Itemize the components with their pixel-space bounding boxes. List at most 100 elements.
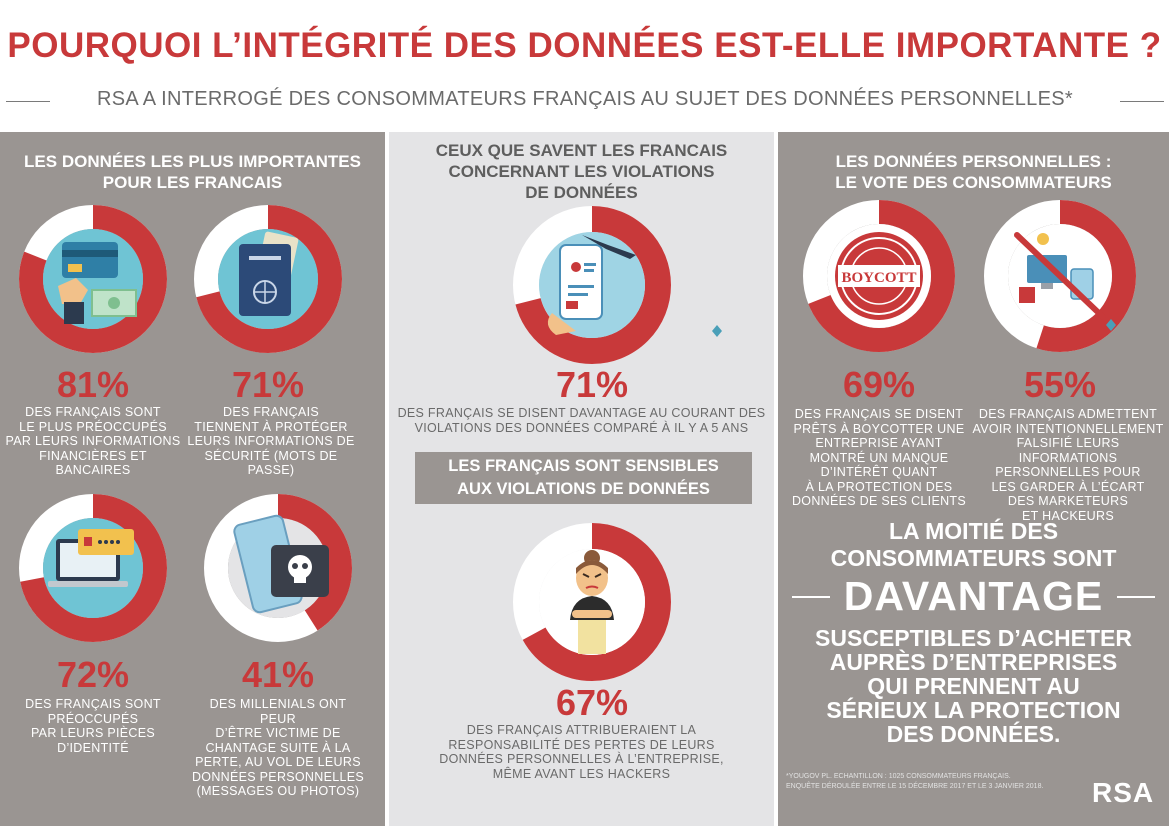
desc-line: TIENNENT À PROTÉGER	[194, 419, 348, 434]
stat-percent: 72%	[56, 654, 130, 695]
stat-percent: 71%	[555, 364, 629, 405]
donut-arc	[19, 494, 167, 642]
footnote-line: ENQUÊTE DÉROULÉE ENTRE LE 15 DÉCEMBRE 20…	[786, 783, 1044, 790]
desc-line: (MESSAGES OU PHOTOS)	[196, 784, 360, 798]
big-text-line: AUPRÈS D’ENTREPRISES	[829, 649, 1118, 675]
donut-chart-81	[19, 205, 167, 353]
desc-line: D’INTÉRÊT QUANT	[820, 465, 938, 479]
big-word-rule-left	[792, 596, 830, 598]
heading-line: LES DONNÉES LES PLUS IMPORTANTES	[24, 152, 361, 171]
stat-description: DES FRANÇAIS SE DISENT DAVANTAGE AU COUR…	[389, 406, 774, 435]
desc-line: LE PLUS PRÉOCCUPÉS	[19, 419, 167, 434]
stat-percent: 69%	[842, 364, 916, 405]
subtitle-rule-right	[1120, 101, 1164, 102]
desc-line: PERSONNELLES POUR	[995, 465, 1141, 479]
laptop-password-icon	[48, 529, 134, 587]
donut-arc	[513, 206, 671, 364]
desc-line: DES FRANÇAIS ATTRIBUERAIENT LA	[466, 723, 697, 737]
desc-line: SÉCURITÉ (MOTS DE PASSE)	[204, 448, 338, 478]
big-text-line: LA MOITIÉ DES	[888, 518, 1059, 544]
desc-line: DES FRANÇAIS SONT	[25, 405, 161, 419]
sparkle-icon	[712, 325, 722, 337]
heading-line: POUR LES FRANCAIS	[102, 173, 283, 192]
likely-to-buy-text: SUSCEPTIBLES D’ACHETER AUPRÈS D’ENTREPRI…	[778, 626, 1169, 746]
desc-line: DES MILLENIALS ONT PEUR	[209, 697, 347, 726]
sensitivity-banner: LES FRANÇAIS SONT SENSIBLES AUX VIOLATIO…	[415, 452, 752, 504]
half-consumers-text: LA MOITIÉ DES CONSOMMATEURS SONT	[778, 518, 1169, 572]
desc-line: LEURS INFORMATIONS DE	[187, 434, 355, 448]
phone-thief-icon	[547, 235, 636, 335]
stat-description: DES FRANÇAIS SE DISENT PRÊTS À BOYCOTTER…	[786, 407, 972, 509]
heading-line: CONCERNANT LES VIOLATIONS	[448, 162, 715, 181]
big-text-line: QUI PRENNENT AU	[867, 673, 1080, 699]
middle-panel-heading: CEUX QUE SAVENT LES FRANCAIS CONCERNANT …	[389, 140, 774, 203]
desc-line: PRÉOCCUPÉS	[47, 711, 139, 726]
big-text-line: DES DONNÉES.	[886, 721, 1061, 747]
donut-arc	[803, 200, 955, 352]
donut-arc	[194, 205, 342, 353]
donut-arc	[204, 494, 352, 642]
donut-chart-69: BOYCOTT	[803, 200, 955, 352]
donut-chart-41	[204, 494, 352, 642]
desc-line: DES FRANÇAIS SE DISENT DAVANTAGE AU COUR…	[397, 406, 766, 420]
heading-line: LE VOTE DES CONSOMMATEURS	[835, 173, 1112, 192]
big-word-row: DAVANTAGE	[778, 572, 1169, 622]
big-text-line: CONSOMMATEURS SONT	[830, 545, 1117, 571]
desc-line: DES FRANÇAIS ADMETTENT	[978, 407, 1158, 421]
stat-percent: 67%	[555, 682, 629, 723]
page-title: POURQUOI L’INTÉGRITÉ DES DONNÉES EST-ELL…	[7, 26, 1162, 65]
desc-line: D’ÊTRE VICTIME DE	[215, 726, 341, 740]
desc-line: DES FRANÇAIS SE DISENT	[794, 407, 964, 421]
footnote-line: *YOUGOV PL. ECHANTILLON : 1025 CONSOMMAT…	[786, 773, 1011, 780]
desc-line: PAR LEURS PIÈCES	[30, 726, 156, 740]
desc-line: ET HACKEURS	[1022, 508, 1114, 523]
desc-line: LES GARDER À L’ÉCART	[991, 479, 1145, 494]
stat-percent: 81%	[56, 364, 130, 405]
desc-line: ENTREPRISE AYANT	[815, 436, 943, 450]
desc-line: DONNÉES DE SES CLIENTS	[791, 494, 966, 508]
stat-percent: 71%	[231, 364, 305, 405]
donut-arc	[19, 205, 167, 353]
desc-line: VIOLATIONS DES DONNÉES COMPARÉ À IL Y A …	[414, 420, 749, 435]
desc-line: FALSIFIÉ LEURS INFORMATIONS	[1016, 436, 1120, 465]
stat-description: DES MILLENIALS ONT PEUR D’ÊTRE VICTIME D…	[190, 697, 366, 799]
stat-description: DES FRANÇAIS SONT LE PLUS PRÉOCCUPÉS PAR…	[0, 405, 186, 478]
phone-skull-icon	[233, 514, 329, 614]
stat-description: DES FRANÇAIS ADMETTENT AVOIR INTENTIONNE…	[972, 407, 1164, 523]
boycott-stamp-icon: BOYCOTT	[835, 232, 923, 320]
desc-line: D’IDENTITÉ	[57, 740, 129, 755]
heading-line: DE DONNÉES	[525, 183, 638, 202]
big-text-line: SUSCEPTIBLES D’ACHETER	[815, 625, 1132, 651]
desc-line: DONNÉES PERSONNELLES À L’ENTREPRISE,	[439, 752, 724, 766]
no-marketing-icon	[1014, 232, 1106, 320]
credit-card-hand-icon	[58, 242, 137, 324]
stat-percent: 41%	[241, 654, 315, 695]
banner-line: LES FRANÇAIS SONT SENSIBLES	[448, 457, 719, 475]
right-panel-heading: LES DONNÉES PERSONNELLES : LE VOTE DES C…	[778, 151, 1169, 193]
desc-line: DONNÉES PERSONNELLES	[191, 769, 365, 784]
desc-line: FINANCIÈRES ET BANCAIRES	[39, 448, 147, 478]
desc-line: MÊME AVANT LES HACKERS	[492, 766, 671, 781]
desc-line: DES FRANÇAIS SONT	[25, 697, 161, 711]
footnote: *YOUGOV PL. ECHANTILLON : 1025 CONSOMMAT…	[786, 772, 1086, 792]
passport-icon	[239, 231, 299, 316]
subtitle-rule-left	[6, 101, 50, 102]
donut-arc	[984, 200, 1136, 352]
heading-line: CEUX QUE SAVENT LES FRANCAIS	[435, 141, 728, 160]
desc-line: MONTRÉ UN MANQUE	[809, 450, 949, 465]
desc-line: RESPONSABILITÉ DES PERTES DE LEURS	[448, 737, 715, 752]
left-panel-heading: LES DONNÉES LES PLUS IMPORTANTES POUR LE…	[0, 151, 385, 193]
svg-text:BOYCOTT: BOYCOTT	[841, 270, 916, 286]
donut-arc	[513, 523, 671, 681]
donut-chart-55	[984, 200, 1136, 352]
big-text-line: SÉRIEUX LA PROTECTION	[826, 697, 1121, 723]
big-word-rule-right	[1117, 596, 1155, 598]
desc-line: CHANTAGE SUITE À LA	[205, 740, 351, 755]
desc-line: PERTE, AU VOL DE LEURS	[195, 755, 361, 769]
rsa-logo: RSA	[1092, 777, 1155, 808]
banner-line: AUX VIOLATIONS DE DONNÉES	[457, 480, 710, 498]
donut-chart-71-middle	[513, 206, 671, 364]
subtitle-row: RSA A INTERROGÉ DES CONSOMMATEURS FRANÇA…	[0, 88, 1169, 114]
donut-chart-71	[194, 205, 342, 353]
desc-line: À LA PROTECTION DES	[805, 479, 953, 494]
